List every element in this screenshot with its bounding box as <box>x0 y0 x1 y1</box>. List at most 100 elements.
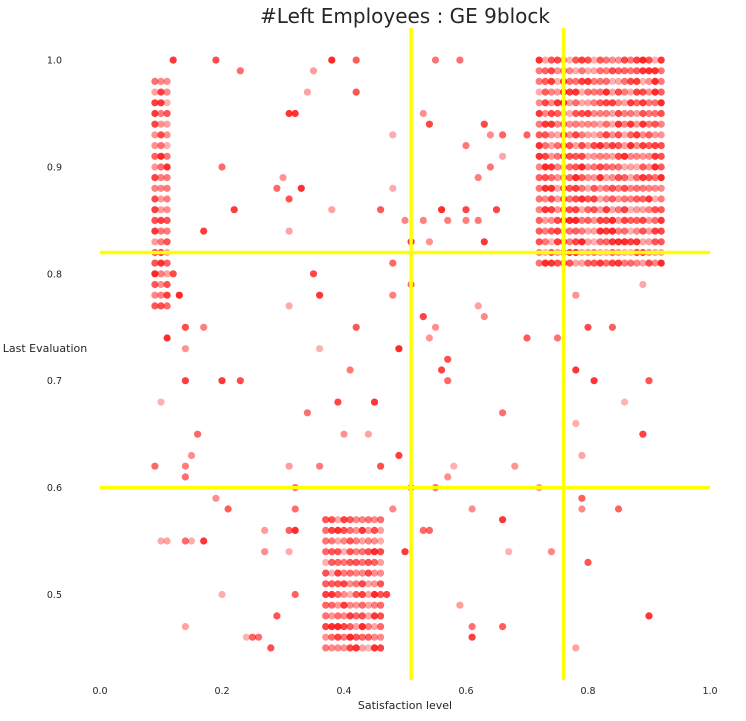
scatter-point <box>309 270 318 278</box>
scatter-point <box>651 216 659 224</box>
scatter-point <box>639 163 647 171</box>
y-axis-label: Last Evaluation <box>3 342 87 355</box>
scatter-point <box>346 366 354 374</box>
scatter-point <box>572 291 580 299</box>
scatter-point <box>163 238 171 246</box>
scatter-point <box>151 88 159 96</box>
scatter-point <box>322 537 330 545</box>
scatter-point <box>596 77 604 85</box>
scatter-point <box>151 195 159 203</box>
scatter-point <box>157 537 165 545</box>
scatter-point <box>651 131 659 139</box>
scatter-point <box>645 612 653 620</box>
scatter-point <box>322 633 330 641</box>
scatter-point <box>645 131 653 139</box>
scatter-point <box>334 516 342 524</box>
scatter-point <box>651 77 659 85</box>
scatter-point <box>352 537 360 545</box>
scatter-point <box>633 152 641 160</box>
scatter-point <box>157 302 165 310</box>
scatter-point <box>163 120 171 128</box>
scatter-point <box>553 56 562 64</box>
scatter-point <box>499 131 507 139</box>
scatter-point <box>163 302 171 310</box>
scatter-point <box>395 451 403 460</box>
scatter-point <box>370 590 379 599</box>
scatter-point <box>596 227 604 235</box>
scatter-point <box>602 206 610 214</box>
scatter-point <box>163 131 171 139</box>
scatter-point <box>352 548 360 556</box>
scatter-point <box>608 109 617 118</box>
scatter-point <box>553 227 562 235</box>
scatter-point <box>486 131 494 139</box>
scatter-point <box>602 120 610 128</box>
scatter-point <box>157 398 165 406</box>
scatter-point <box>602 174 610 182</box>
scatter-point <box>438 366 446 374</box>
scatter-point <box>602 227 610 235</box>
scatter-point <box>377 580 385 588</box>
scatter-point <box>358 516 366 524</box>
scatter-point <box>621 109 629 118</box>
scatter-point <box>639 56 647 64</box>
scatter-point <box>346 623 354 631</box>
scatter-point <box>639 259 647 267</box>
scatter-point <box>541 152 549 160</box>
scatter-point <box>370 580 379 588</box>
scatter-point <box>151 280 159 289</box>
scatter-point <box>621 120 629 128</box>
scatter-point <box>401 216 409 224</box>
scatter-point <box>364 558 372 567</box>
scatter-point <box>578 174 586 182</box>
scatter-point <box>608 216 617 224</box>
scatter-point <box>346 612 354 620</box>
scatter-point <box>358 558 366 567</box>
scatter-point <box>584 259 592 267</box>
scatter-point <box>639 227 647 235</box>
scatter-point <box>657 109 665 118</box>
scatter-point <box>547 548 556 556</box>
scatter-point <box>242 633 250 641</box>
scatter-point <box>285 227 293 235</box>
scatter-point <box>627 195 635 203</box>
scatter-point <box>334 623 342 631</box>
scatter-point <box>322 516 330 524</box>
scatter-point <box>535 238 543 246</box>
scatter-point <box>639 131 647 139</box>
scatter-point <box>535 109 543 118</box>
scatter-point <box>535 56 543 64</box>
scatter-point <box>651 88 659 96</box>
scatter-point <box>657 259 665 267</box>
scatter-point <box>285 302 293 310</box>
scatter-point <box>328 537 336 545</box>
scatter-point <box>425 120 433 128</box>
scatter-point <box>364 612 372 620</box>
scatter-point <box>425 334 433 342</box>
scatter-point <box>553 120 562 128</box>
scatter-point <box>651 67 659 75</box>
scatter-point <box>389 259 397 267</box>
scatter-point <box>633 131 641 139</box>
scatter-point <box>492 206 501 214</box>
scatter-point <box>572 238 580 246</box>
scatter-point <box>639 99 647 107</box>
scatter-point <box>596 67 604 75</box>
scatter-point <box>651 120 659 128</box>
scatter-point <box>572 174 580 182</box>
scatter-point <box>151 291 159 299</box>
scatter-point <box>328 633 336 641</box>
scatter-point <box>578 131 586 139</box>
scatter-point <box>596 88 604 96</box>
scatter-point <box>584 206 592 214</box>
scatter-point <box>377 601 385 609</box>
scatter-point <box>328 569 336 577</box>
scatter-point <box>535 77 543 85</box>
scatter-point <box>566 216 574 224</box>
scatter-point <box>163 195 171 203</box>
scatter-point <box>163 259 171 267</box>
scatter-point <box>352 323 360 331</box>
scatter-point <box>651 227 659 235</box>
scatter-point <box>645 56 653 64</box>
scatter-point <box>328 516 336 524</box>
